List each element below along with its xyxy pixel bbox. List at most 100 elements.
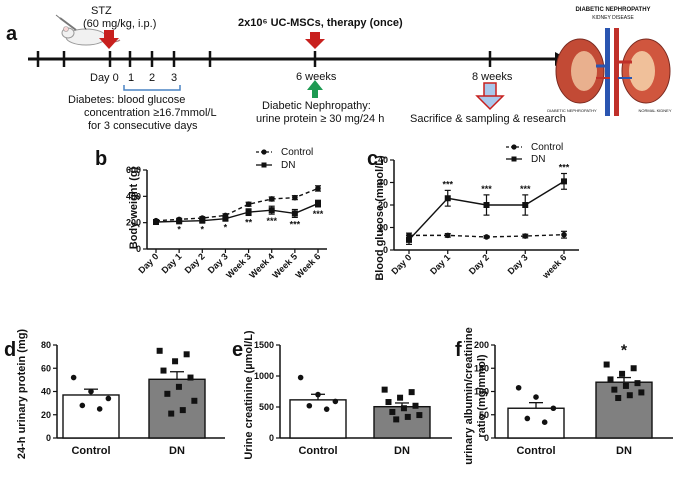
data-point — [615, 395, 622, 402]
data-point — [522, 202, 529, 208]
chart-d-ylabel: 24-h urinary protein (mg) — [16, 329, 28, 460]
diabetes-line2: concentration ≥16.7mmol/L — [84, 107, 217, 119]
data-point — [306, 402, 313, 409]
data-point — [611, 386, 618, 393]
data-point — [533, 394, 539, 400]
data-point — [607, 376, 614, 383]
stz-dose: (60 mg/kg, i.p.) — [83, 18, 156, 30]
data-point — [199, 217, 206, 224]
therapy-label: 2x10⁶ UC-MSCs, therapy (once) — [238, 17, 403, 29]
data-point — [187, 374, 194, 381]
x-tick-label: Control — [71, 445, 110, 457]
data-point — [634, 380, 641, 387]
y-tick-label: 400 — [126, 191, 141, 201]
y-tick-label: 200 — [126, 218, 141, 228]
significance-label: *** — [520, 184, 531, 194]
chart-c-ylabel: Blood glucose (mmol/L) — [374, 155, 386, 281]
y-tick-label: 40 — [41, 387, 51, 397]
data-point — [393, 416, 400, 423]
y-tick-label: 60 — [41, 363, 51, 373]
data-point — [400, 405, 407, 412]
x-tick-label: DN — [394, 445, 410, 457]
data-point — [416, 412, 423, 419]
data-point — [406, 236, 412, 243]
stz-arrow — [99, 30, 119, 49]
data-point — [176, 218, 183, 225]
data-point — [191, 397, 198, 404]
y-tick-label: 10 — [378, 223, 388, 233]
data-point — [268, 196, 275, 202]
data-point — [315, 185, 321, 192]
panel-label-d: d — [4, 339, 16, 361]
data-point — [291, 210, 298, 217]
data-point — [638, 389, 645, 396]
x-tick-label: Week 6 — [294, 251, 323, 280]
bar-dn — [373, 405, 431, 439]
y-tick-label: 1000 — [254, 371, 274, 381]
data-point — [172, 358, 179, 365]
bar-control — [289, 399, 347, 439]
chart-urinary-protein: d 24-h urinary protein (mg) 0 20 40 60 80 Con… — [4, 329, 225, 460]
kidney-subtitle: KIDNEY DISEASE — [592, 15, 634, 21]
day-bracket — [123, 85, 181, 91]
data-point — [412, 402, 419, 409]
data-point — [404, 413, 411, 420]
day-tick-2: 2 — [149, 72, 155, 84]
data-point — [315, 200, 321, 207]
data-point — [619, 370, 626, 377]
data-point — [381, 386, 388, 393]
stz-label: STZ — [91, 5, 112, 17]
diabetes-line1: Diabetes: blood glucose — [68, 94, 185, 106]
sacrifice-label: Sacrifice & sampling & research — [410, 113, 566, 125]
timeline-ticks — [36, 51, 492, 67]
y-tick-label: 80 — [41, 340, 51, 350]
data-point — [444, 195, 451, 202]
significance-label: * — [177, 225, 181, 235]
significance-label: * — [621, 343, 628, 360]
data-point — [105, 395, 112, 402]
data-point — [183, 351, 190, 358]
data-point — [153, 219, 159, 226]
y-tick-label: 150 — [474, 363, 489, 373]
data-point — [603, 361, 610, 368]
data-point — [245, 201, 252, 208]
chart-albumin-creatinine-ratio: f urinary albumin/creatinine ratio (mg/m… — [455, 327, 673, 465]
day0-label: Day 0 — [90, 72, 119, 84]
panel-label-e: e — [232, 339, 243, 361]
y-tick-label: 1500 — [254, 340, 274, 350]
sacrifice-arrow — [475, 82, 505, 111]
chart-b-ylabel: Body weight (g) — [128, 166, 140, 249]
data-point — [292, 194, 298, 201]
y-tick-label: 600 — [126, 165, 141, 175]
data-point — [268, 207, 275, 214]
y-tick-label: 20 — [378, 200, 388, 210]
panel-label-b: b — [95, 148, 107, 170]
significance-label: ** — [245, 217, 253, 227]
panel-label-a: a — [6, 23, 18, 45]
y-tick-label: 500 — [259, 402, 274, 412]
data-point — [444, 232, 451, 239]
data-point — [323, 406, 330, 412]
bar-control — [507, 407, 565, 439]
data-point — [397, 394, 404, 401]
data-point — [541, 419, 548, 425]
data-point — [156, 347, 163, 354]
panel-label-c: c — [367, 148, 378, 170]
day-tick-1: 1 — [128, 72, 134, 84]
kidney-caption-right: NORMAL KIDNEY — [639, 108, 672, 113]
data-point — [408, 389, 415, 396]
y-tick-label: 20 — [41, 410, 51, 420]
chart-body-weight: b Body weight (g) Control DN 0 200 400 600 D… — [95, 147, 327, 280]
week6-label: 6 weeks — [296, 71, 337, 83]
x-tick-label: Day 3 — [506, 252, 530, 276]
y-tick-label: 100 — [474, 387, 489, 397]
data-point — [561, 178, 567, 185]
data-point — [88, 388, 94, 395]
data-point — [524, 415, 531, 422]
data-point — [483, 234, 490, 240]
significance-label: *** — [559, 163, 570, 173]
kidney-caption-left: DIABETIC NEPHROPATHY — [547, 108, 597, 113]
day-tick-3: 3 — [171, 72, 177, 84]
data-point — [550, 405, 557, 412]
chart-b-legend-control: Control — [281, 147, 313, 158]
